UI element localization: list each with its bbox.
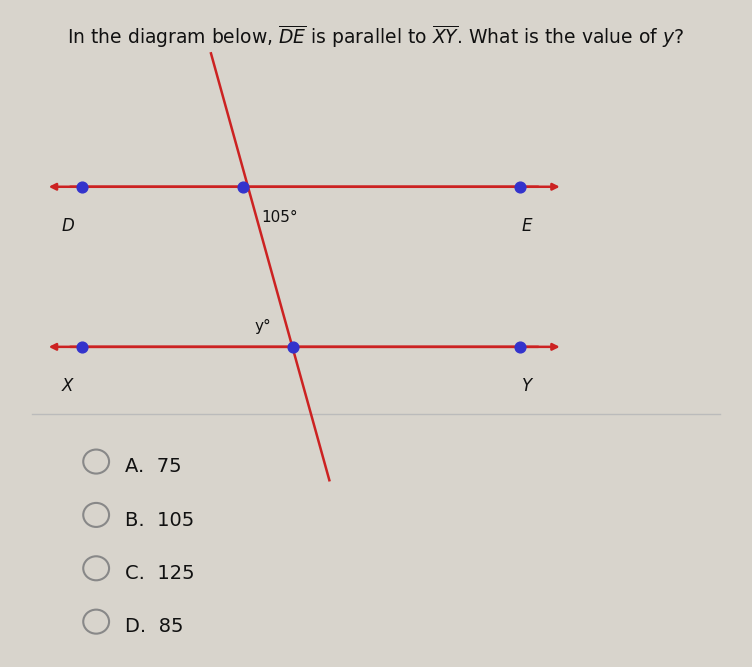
Text: E: E xyxy=(521,217,532,235)
Point xyxy=(76,342,88,352)
Text: C.  125: C. 125 xyxy=(125,564,195,583)
Text: 105°: 105° xyxy=(261,210,298,225)
Point xyxy=(514,342,526,352)
Text: D: D xyxy=(61,217,74,235)
Text: y°: y° xyxy=(254,318,271,334)
Point xyxy=(76,181,88,192)
Point xyxy=(514,181,526,192)
Text: B.  105: B. 105 xyxy=(125,511,194,530)
Text: In the diagram below, $\overline{DE}$ is parallel to $\overline{XY}$. What is th: In the diagram below, $\overline{DE}$ is… xyxy=(68,23,684,50)
Point xyxy=(287,342,299,352)
Text: X: X xyxy=(62,377,73,395)
Text: Y: Y xyxy=(522,377,532,395)
Text: D.  85: D. 85 xyxy=(125,618,183,636)
Point xyxy=(237,181,249,192)
Text: A.  75: A. 75 xyxy=(125,458,181,476)
